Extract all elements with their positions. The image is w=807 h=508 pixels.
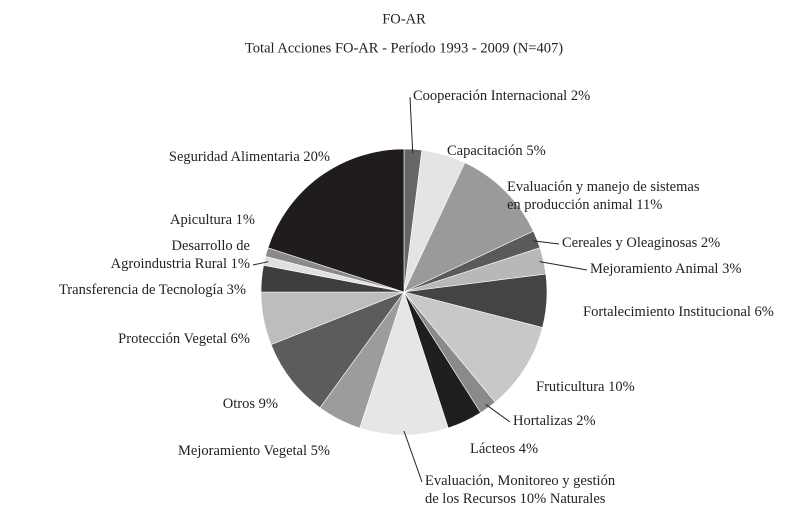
label-line: en producción animal (507, 197, 633, 213)
label-line: Agroindustria Rural (111, 256, 227, 272)
slice-label: Hortalizas 2% (513, 413, 596, 429)
value-label: 11% (636, 197, 662, 213)
label-line: Fortalecimiento Institucional (583, 304, 751, 320)
value-label: 10% (608, 379, 635, 395)
slice-label: Cereales y Oleaginosas 2% (562, 235, 720, 251)
leader-line (409, 96, 414, 154)
label-line: Evaluación, Monitoreo y gestión (425, 473, 616, 489)
label-line: Otros (223, 396, 256, 412)
slice-label: Evaluación, Monitoreo y gestión de los Re… (425, 473, 616, 507)
value-label: 3% (227, 282, 246, 298)
value-label: 20% (303, 149, 330, 165)
value-label: 6% (231, 331, 250, 347)
pie-slice (403, 291, 543, 403)
slice-label: Mejoramiento Animal 3% (590, 261, 741, 277)
slice-label: Lácteos 4% (470, 441, 538, 457)
value-label: 3% (722, 261, 741, 277)
label-line: Cereales y Oleaginosas (562, 235, 698, 251)
slice-label: Desarrollo de Agroindustria Rural 1% (111, 238, 250, 272)
slice-label: Transferencia de Tecnología 3% (59, 282, 246, 298)
value-label: 6% (755, 304, 774, 320)
slice-label: Mejoramiento Vegetal 5% (178, 443, 330, 459)
pie-slice (359, 291, 449, 436)
slice-label: Fortalecimiento Institucional 6% (583, 304, 774, 320)
value-label: 4% (519, 441, 538, 457)
label-line: Capacitación (447, 143, 523, 159)
value-label: 2% (576, 413, 595, 429)
label-line: Fruticultura (536, 379, 605, 395)
value-label: 1% (231, 256, 250, 272)
pie-slice (403, 162, 534, 293)
value-label: 10% (520, 491, 547, 507)
label-line: Seguridad Alimentaria (169, 149, 300, 165)
pie-slice (267, 148, 405, 293)
slice-label: Apicultura 1% (170, 212, 255, 228)
label-line: Naturales (550, 491, 606, 507)
label-line: Transferencia de Tecnología (59, 282, 224, 298)
leader-line (252, 261, 269, 266)
label-line: Mejoramiento Vegetal (178, 443, 307, 459)
label-line: de los Recursos (425, 491, 516, 507)
label-line: Mejoramiento Animal (590, 261, 718, 277)
value-label: 9% (259, 396, 278, 412)
label-line: Evaluación y manejo de sistemas (507, 179, 700, 195)
leader-line (403, 430, 423, 483)
label-line: Protección Vegetal (118, 331, 227, 347)
label-line: Cooperación Internacional (413, 88, 567, 104)
label-line: Lácteos (470, 441, 515, 457)
chart-subtitle: Total Acciones FO-AR - Período 1993 - 20… (245, 40, 563, 56)
pie-slice (270, 291, 405, 409)
slice-label: Evaluación y manejo de sistemas en produc… (507, 179, 700, 213)
leader-line (485, 404, 511, 423)
value-label: 2% (571, 88, 590, 104)
leader-line (539, 261, 588, 271)
slice-label: Capacitación 5% (447, 143, 546, 159)
value-label: 5% (526, 143, 545, 159)
slice-label: Fruticultura 10% (536, 379, 635, 395)
label-line: Desarrollo de (171, 238, 250, 254)
chart-title: FO-AR (382, 11, 426, 27)
value-label: 1% (236, 212, 255, 228)
slice-label: Cooperación Internacional 2% (413, 88, 590, 104)
value-label: 5% (311, 443, 330, 459)
label-line: Apicultura (170, 212, 233, 228)
leader-line (533, 240, 560, 245)
slice-label: Seguridad Alimentaria 20% (169, 149, 330, 165)
slice-label: Otros 9% (223, 396, 278, 412)
label-line: Hortalizas (513, 413, 573, 429)
slice-label: Protección Vegetal 6% (118, 331, 250, 347)
value-label: 2% (701, 235, 720, 251)
